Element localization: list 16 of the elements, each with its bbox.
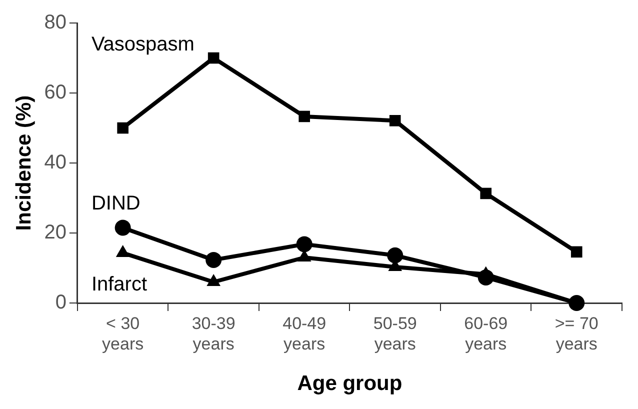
x-axis-title: Age group — [297, 372, 402, 396]
y-tick-label: 0 — [55, 292, 66, 314]
x-tick-label: < 30 years — [102, 314, 144, 354]
series-label: Vasospasm — [91, 34, 194, 56]
series-label: Infarct — [91, 273, 148, 296]
series-label: DIND — [91, 192, 140, 214]
y-tick-label: 40 — [44, 152, 66, 174]
x-tick-label: 60-69 years — [464, 314, 508, 354]
y-axis-title: Incidence (%) — [12, 95, 36, 231]
y-tick-label: 20 — [44, 222, 66, 244]
x-tick-label: 40-49 years — [282, 314, 326, 354]
y-tick-label: 60 — [44, 82, 66, 104]
x-tick-label: 50-59 years — [373, 314, 417, 354]
x-tick-label: >= 70 years — [554, 314, 598, 354]
x-tick-label: 30-39 years — [192, 314, 236, 354]
y-tick-label: 80 — [44, 12, 66, 34]
